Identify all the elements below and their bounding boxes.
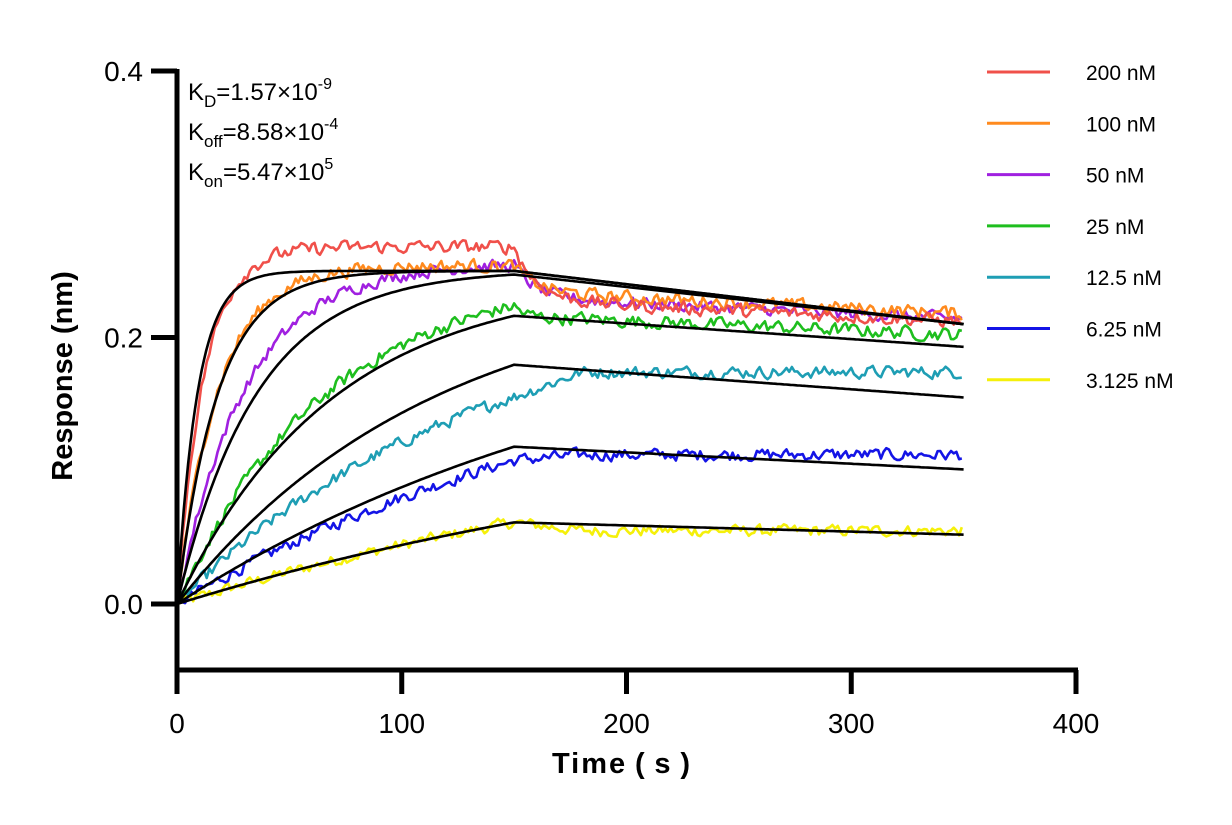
x-axis-title: Time ( s ) bbox=[552, 748, 692, 780]
fit-curve-12_5-nM bbox=[175, 363, 964, 605]
legend-item: 200 nM bbox=[987, 62, 1156, 85]
legend-label: 12.5 nM bbox=[1086, 267, 1162, 290]
fit-curve-3_125-nM bbox=[176, 521, 964, 606]
observed-curve-6_25-nM bbox=[176, 446, 963, 606]
legend-label: 6.25 nM bbox=[1086, 319, 1162, 342]
y-ticks: 0.0 0.2 0.4 bbox=[104, 56, 177, 620]
observed-curve-100-nM bbox=[175, 257, 963, 605]
legend-label: 200 nM bbox=[1086, 62, 1156, 85]
axes: 0.0 0.2 0.4 0 100 200 300 400 bbox=[104, 56, 1099, 739]
y-tick-label: 0.0 bbox=[104, 589, 143, 620]
legend-item: 6.25 nM bbox=[987, 319, 1162, 342]
x-tick-label: 100 bbox=[378, 708, 425, 739]
x-ticks: 0 100 200 300 400 bbox=[169, 670, 1099, 739]
observed-curve-200-nM bbox=[175, 239, 963, 605]
observed-curves bbox=[175, 239, 964, 606]
observed-curve-25-nM bbox=[175, 302, 963, 605]
x-tick-label: 200 bbox=[603, 708, 650, 739]
legend-item: 25 nM bbox=[987, 216, 1144, 239]
plot-area bbox=[175, 239, 964, 606]
observed-curve-12_5-nM bbox=[176, 364, 962, 605]
legend-item: 12.5 nM bbox=[987, 267, 1162, 290]
kinetic-constant-on: Kon=5.47×105 bbox=[188, 156, 333, 191]
x-tick-label: 0 bbox=[169, 708, 185, 739]
y-tick-label: 0.2 bbox=[104, 323, 143, 354]
legend-label: 50 nM bbox=[1086, 165, 1144, 188]
legend-label: 3.125 nM bbox=[1086, 370, 1174, 393]
fit-curve-6_25-nM bbox=[176, 445, 964, 606]
legend-label: 100 nM bbox=[1086, 113, 1156, 136]
kinetic-constant-D: KD=1.57×10-9 bbox=[188, 76, 332, 111]
x-tick-label: 300 bbox=[828, 708, 875, 739]
y-tick-label: 0.4 bbox=[104, 56, 143, 87]
kinetic-constants: KD=1.57×10-9 Koff=8.58×10-4 Kon=5.47×105 bbox=[188, 76, 338, 191]
legend: 200 nM 100 nM 50 nM 25 nM 12.5 nM 6.25 nM 3.12… bbox=[987, 62, 1174, 393]
legend-item: 100 nM bbox=[987, 113, 1156, 136]
legend-item: 50 nM bbox=[987, 165, 1144, 188]
x-tick-label: 400 bbox=[1053, 708, 1100, 739]
legend-label: 25 nM bbox=[1086, 216, 1144, 239]
kinetic-constant-off: Koff=8.58×10-4 bbox=[188, 116, 338, 151]
y-axis-title: Response (nm) bbox=[47, 271, 79, 480]
legend-item: 3.125 nM bbox=[987, 370, 1174, 393]
fit-curves bbox=[175, 269, 964, 606]
fit-curve-25-nM bbox=[175, 314, 964, 605]
observed-curve-3_125-nM bbox=[176, 517, 964, 606]
fit-curve-50-nM bbox=[175, 273, 964, 605]
